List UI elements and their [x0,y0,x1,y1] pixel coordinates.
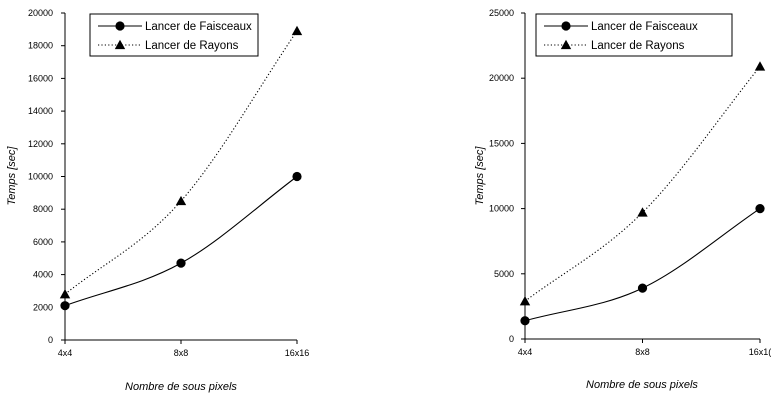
legend-label: Lancer de Rayons [591,40,685,52]
y-tick-label: 25000 [489,8,514,18]
x-axis-title: Nombre de sous pixels [125,381,237,393]
y-tick-label: 10000 [489,204,514,214]
legend-marker-triangle [560,39,572,50]
legend-label: Lancer de Faisceaux [145,21,252,33]
data-point-circle [60,301,70,311]
data-point-circle [520,316,530,326]
data-point-circle [176,258,186,268]
x-tick-label: 16x16 [285,348,310,358]
x-tick-label: 4x4 [518,347,533,357]
data-point-triangle [754,61,766,71]
y-axis-title: Temps [sec] [474,146,486,206]
y-tick-label: 12000 [28,139,53,149]
data-point-triangle [291,25,303,36]
data-point-circle [292,171,302,182]
y-tick-label: 10000 [28,172,53,182]
y-tick-label: 2000 [33,302,53,312]
y-tick-label: 4000 [33,270,53,280]
legend-marker-circle [115,21,125,31]
y-tick-label: 0 [48,335,53,345]
y-tick-label: 20000 [489,73,514,83]
legend-label: Lancer de Rayons [145,40,239,52]
x-tick-label: 4x4 [58,348,73,358]
y-tick-label: 8000 [33,204,53,214]
data-point-circle [637,283,648,293]
legend-marker-circle [561,21,571,31]
x-tick-label: 16x1( [749,347,771,357]
data-point-triangle [519,295,531,306]
data-point-triangle [175,195,187,206]
y-tick-label: 20000 [28,8,53,18]
series-line [524,208,761,322]
y-tick-label: 6000 [33,237,53,247]
x-axis-title: Nombre de sous pixels [586,379,698,391]
legend-marker-triangle [114,39,126,50]
series-line [524,66,761,302]
y-axis-title: Temps [sec] [6,146,18,206]
y-tick-label: 14000 [28,106,53,116]
x-tick-label: 8x8 [635,347,650,357]
y-tick-label: 5000 [494,269,514,279]
y-tick-label: 18000 [28,41,53,51]
data-point-circle [755,204,765,214]
series-line [64,30,298,295]
x-tick-label: 8x8 [174,348,189,358]
y-tick-label: 16000 [28,73,53,83]
y-tick-label: 0 [509,334,514,344]
y-tick-label: 15000 [489,138,514,148]
legend-label: Lancer de Faisceaux [591,21,698,33]
data-point-triangle [59,289,71,299]
data-point-triangle [637,207,648,217]
